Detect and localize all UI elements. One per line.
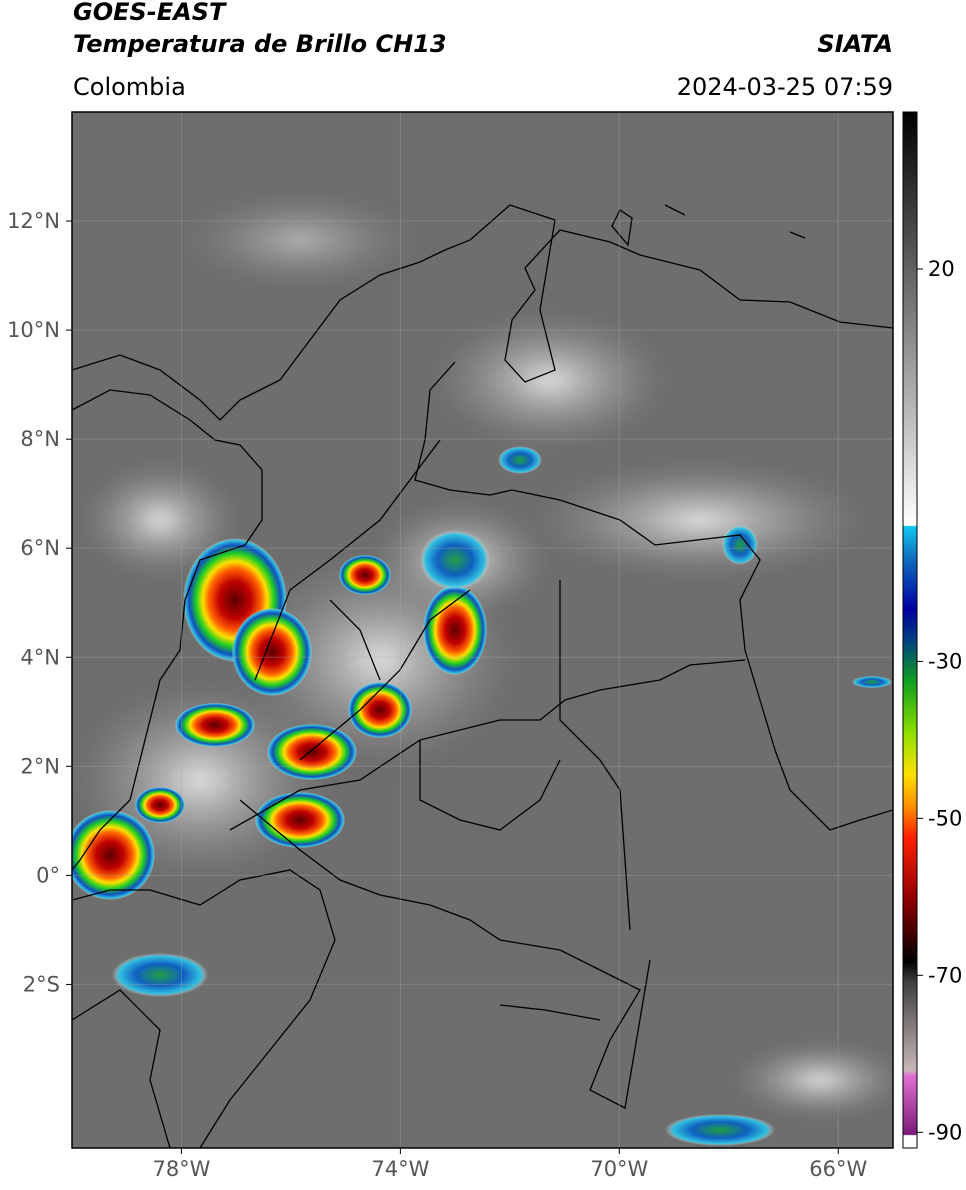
- source: SIATA: [817, 30, 893, 58]
- y-tick-label: 12°N: [7, 209, 60, 233]
- y-tick-label: 2°S: [23, 972, 60, 996]
- convective-cells: [72, 446, 892, 1146]
- region: Colombia: [73, 73, 186, 101]
- colorbar-tick-label: -70: [928, 963, 962, 987]
- boundaries: [72, 204, 893, 1148]
- x-tick-label: 66°W: [809, 1157, 867, 1181]
- subtitle: Temperatura de Brillo CH13: [73, 30, 447, 58]
- colorbar-tick-label: 20: [928, 257, 955, 281]
- datetime: 2024-03-25 07:59: [677, 73, 893, 101]
- x-tick-label: 74°W: [371, 1157, 429, 1181]
- map-frame: [71, 111, 894, 1149]
- satellite-image: [72, 112, 893, 1148]
- y-tick-label: 2°N: [20, 754, 60, 778]
- x-tick-label: 70°W: [590, 1157, 648, 1181]
- y-tick-label: 4°N: [20, 645, 60, 669]
- colorbar-tick-label: -30: [928, 649, 962, 673]
- y-tick-label: 0°: [36, 863, 60, 887]
- colorbar-tick-label: -50: [928, 806, 962, 830]
- y-tick-label: 10°N: [7, 318, 60, 342]
- colorbar: [902, 111, 918, 1149]
- title: GOES-EAST: [73, 0, 227, 26]
- x-tick-label: 78°W: [152, 1157, 210, 1181]
- map-grid: [72, 112, 893, 1148]
- colorbar-tick-label: -90: [928, 1120, 962, 1144]
- y-tick-label: 6°N: [20, 536, 60, 560]
- y-tick-label: 8°N: [20, 427, 60, 451]
